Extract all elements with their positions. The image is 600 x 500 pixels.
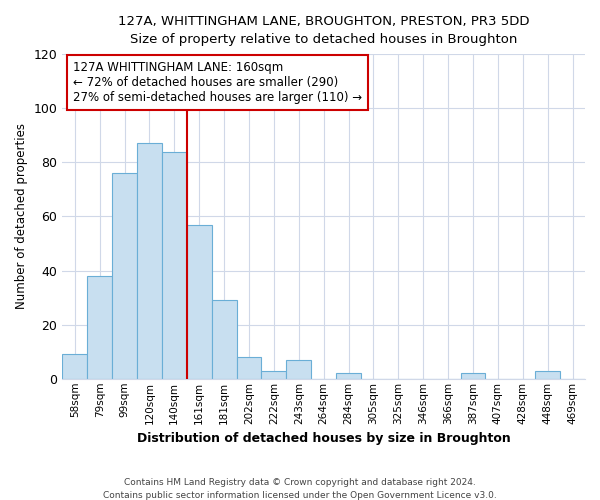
Bar: [336, 374, 361, 379]
Bar: [187, 224, 212, 379]
Bar: [162, 152, 187, 379]
Bar: [262, 370, 286, 379]
Y-axis label: Number of detached properties: Number of detached properties: [15, 124, 28, 310]
Bar: [236, 357, 262, 379]
Title: 127A, WHITTINGHAM LANE, BROUGHTON, PRESTON, PR3 5DD
Size of property relative to: 127A, WHITTINGHAM LANE, BROUGHTON, PREST…: [118, 15, 529, 46]
Bar: [461, 374, 485, 379]
Bar: [286, 360, 311, 379]
Text: 127A WHITTINGHAM LANE: 160sqm
← 72% of detached houses are smaller (290)
27% of : 127A WHITTINGHAM LANE: 160sqm ← 72% of d…: [73, 60, 362, 104]
Bar: [87, 276, 112, 379]
Bar: [212, 300, 236, 379]
Bar: [62, 354, 87, 379]
Text: Contains HM Land Registry data © Crown copyright and database right 2024.
Contai: Contains HM Land Registry data © Crown c…: [103, 478, 497, 500]
Bar: [112, 173, 137, 379]
X-axis label: Distribution of detached houses by size in Broughton: Distribution of detached houses by size …: [137, 432, 511, 445]
Bar: [137, 144, 162, 379]
Bar: [535, 370, 560, 379]
